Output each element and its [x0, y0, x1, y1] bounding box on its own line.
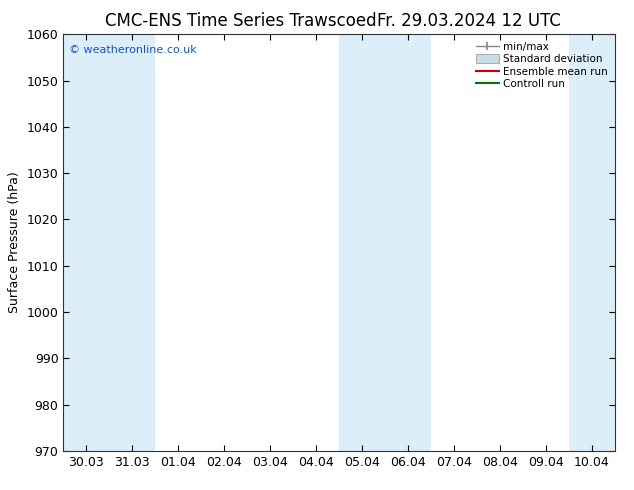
Bar	[63, 34, 110, 451]
Text: © weatheronline.co.uk: © weatheronline.co.uk	[69, 45, 197, 55]
Y-axis label: Surface Pressure (hPa): Surface Pressure (hPa)	[8, 172, 21, 314]
Legend: min/max, Standard deviation, Ensemble mean run, Controll run: min/max, Standard deviation, Ensemble me…	[474, 40, 610, 92]
Bar	[339, 34, 385, 451]
Bar	[569, 34, 615, 451]
Text: Fr. 29.03.2024 12 UTC: Fr. 29.03.2024 12 UTC	[377, 12, 561, 30]
Text: CMC-ENS Time Series Trawscoed: CMC-ENS Time Series Trawscoed	[105, 12, 377, 30]
Bar	[385, 34, 431, 451]
Bar	[110, 34, 155, 451]
